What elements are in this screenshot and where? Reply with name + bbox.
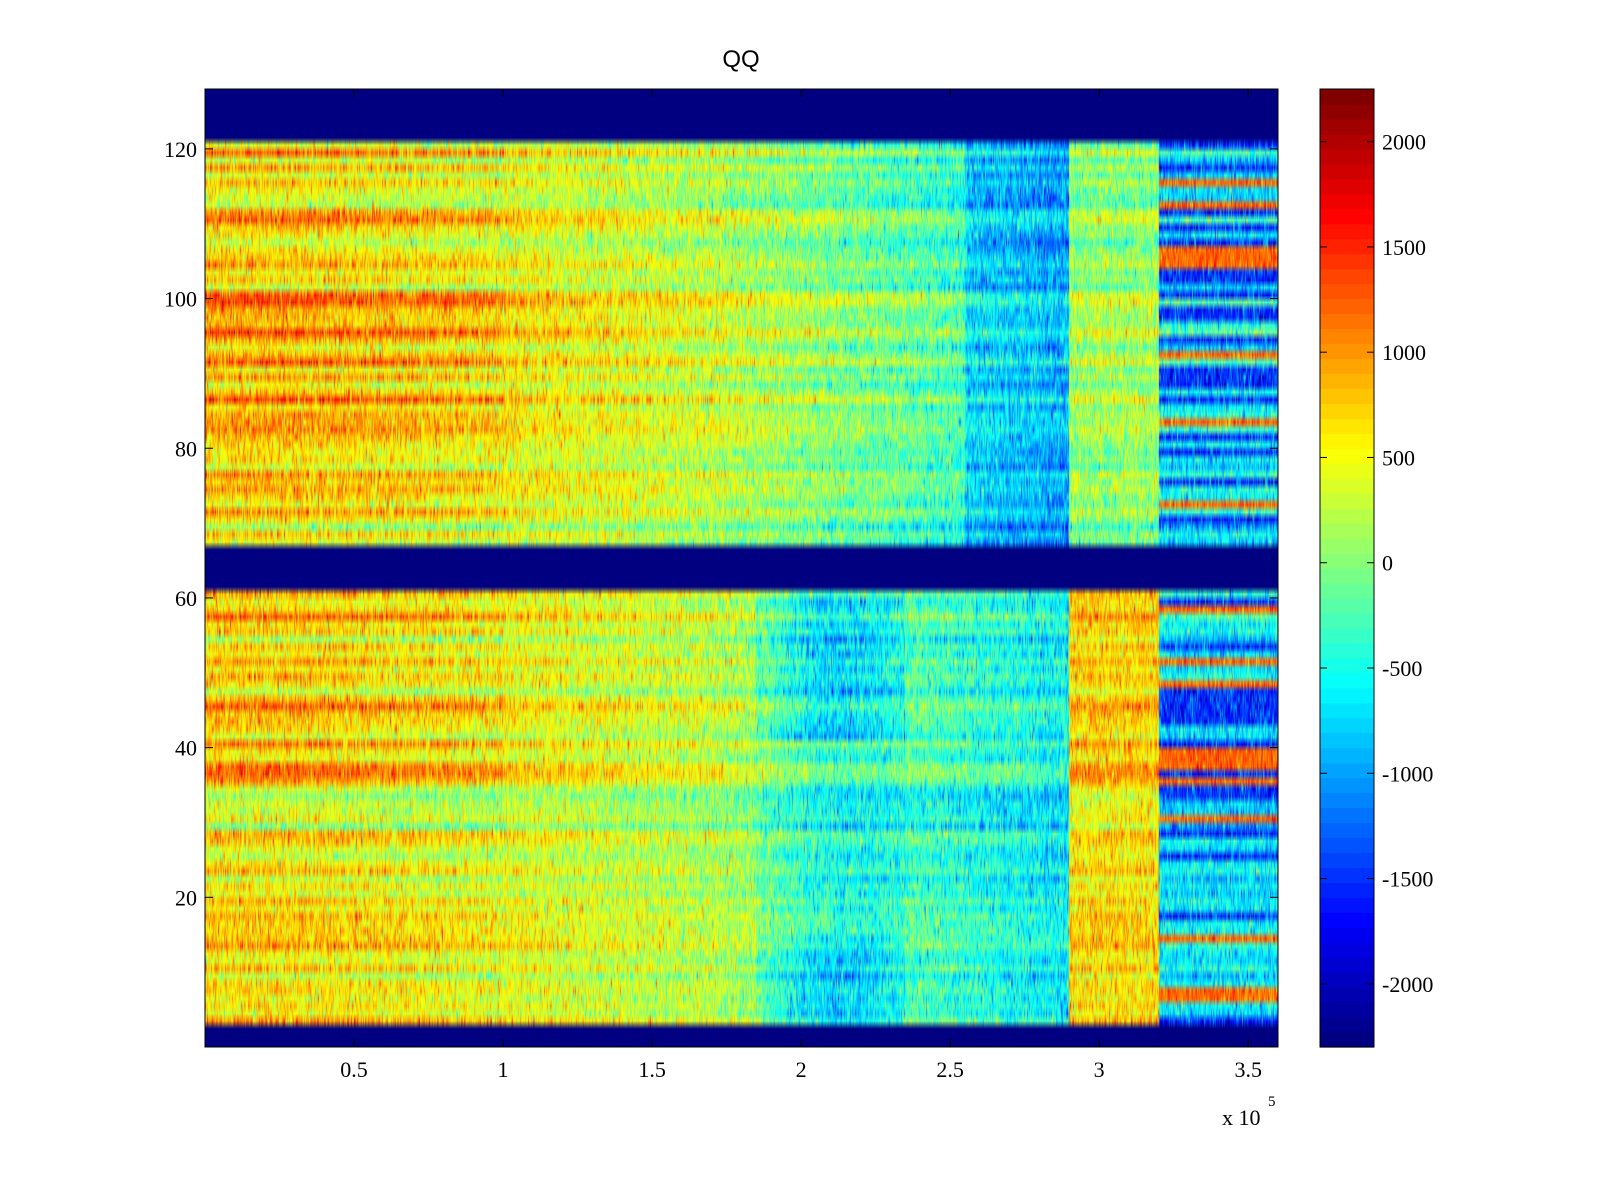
colorbar-swatch: [1320, 822, 1374, 839]
colorbar-swatch: [1320, 133, 1374, 150]
colorbar-swatch: [1320, 163, 1374, 180]
colorbar-swatch: [1320, 627, 1374, 644]
colorbar-swatch: [1320, 702, 1374, 719]
plot-frame: [204, 88, 1279, 1048]
colorbar-swatch: [1320, 762, 1374, 779]
y-tick-label: 80: [175, 436, 197, 461]
colorbar-swatch: [1320, 942, 1374, 958]
colorbar-swatch: [1320, 283, 1374, 300]
heatmap-image: [205, 89, 1278, 1047]
colorbar-tick-label: 1500: [1382, 235, 1426, 260]
colorbar-swatch: [1320, 927, 1374, 943]
x-axis: 0.5 1 1.5 2 2.5 3 3.5: [340, 89, 1262, 1082]
y-tick-label: 100: [164, 287, 197, 312]
x-tick-label: 1.5: [638, 1057, 666, 1082]
x-tick-label: 2: [796, 1057, 807, 1082]
x-tick-label: 3: [1094, 1057, 1105, 1082]
colorbar-swatch: [1320, 867, 1374, 883]
colorbar-swatch: [1320, 253, 1374, 270]
heatmap-plot: [205, 89, 1278, 1047]
colorbar-swatch: [1320, 717, 1374, 734]
colorbar-swatch: [1320, 837, 1374, 854]
colorbar-swatch: [1320, 957, 1374, 973]
colorbar-swatch: [1320, 657, 1374, 674]
colorbar-swatch: [1320, 987, 1374, 1003]
colorbar-swatch: [1320, 597, 1374, 614]
x-multiplier-exponent: 5: [1268, 1094, 1276, 1110]
colorbar-swatch: [1320, 418, 1374, 434]
x-tick-label: 1: [498, 1057, 509, 1082]
colorbar-swatch: [1320, 298, 1374, 315]
colorbar-swatch: [1320, 508, 1374, 524]
colorbar: [1320, 89, 1374, 1048]
colorbar-swatch: [1320, 448, 1374, 464]
colorbar-swatch: [1320, 223, 1374, 240]
colorbar-swatch: [1320, 642, 1374, 659]
colorbar-swatch: [1320, 268, 1374, 285]
colorbar-swatch: [1320, 208, 1374, 225]
colorbar-swatch: [1320, 178, 1374, 195]
colorbar-swatch: [1320, 523, 1374, 539]
colorbar-swatch: [1320, 313, 1374, 330]
colorbar-swatch: [1320, 403, 1374, 419]
y-axis: 20 40 60 80 100 120: [164, 137, 1278, 910]
colorbar-swatch: [1320, 538, 1374, 554]
chart-title: QQ: [722, 46, 759, 73]
colorbar-swatch: [1320, 807, 1374, 824]
colorbar-swatch: [1320, 343, 1374, 360]
colorbar-swatch: [1320, 568, 1374, 584]
colorbar-swatch: [1320, 493, 1374, 509]
colorbar-swatch: [1320, 852, 1374, 868]
colorbar-swatch: [1320, 388, 1374, 404]
x-axis-multiplier: x 10 5: [1222, 1094, 1276, 1130]
colorbar-swatch: [1320, 672, 1374, 689]
colorbar-tick-label: -2000: [1382, 972, 1433, 997]
colorbar-swatch: [1320, 582, 1374, 599]
colorbar-swatch: [1320, 373, 1374, 389]
colorbar-tick-label: -1500: [1382, 867, 1433, 892]
colorbar-swatch: [1320, 148, 1374, 165]
colorbar-swatch: [1320, 1002, 1374, 1018]
colorbar-swatch: [1320, 328, 1374, 345]
colorbar-tick-label: 2000: [1382, 130, 1426, 155]
x-tick-label: 2.5: [936, 1057, 964, 1082]
colorbar-tick-label: 500: [1382, 445, 1415, 470]
y-tick-label: 40: [175, 736, 197, 761]
colorbar-swatch: [1320, 1032, 1374, 1048]
colorbar-swatch: [1320, 792, 1374, 809]
colorbar-frame: [1319, 88, 1375, 1048]
colorbar-swatch: [1320, 193, 1374, 210]
y-tick-label: 60: [175, 586, 197, 611]
colorbar-swatch: [1320, 463, 1374, 479]
colorbar-swatch: [1320, 882, 1374, 898]
y-tick-label: 120: [164, 137, 197, 162]
colorbar-ticks: 2000 1500 1000 500 0 -500 -1000 -1500 -2000: [1320, 130, 1433, 997]
colorbar-swatch: [1320, 897, 1374, 913]
colorbar-swatch: [1320, 612, 1374, 629]
colorbar-tick-label: -1000: [1382, 761, 1433, 786]
x-tick-label: 0.5: [340, 1057, 368, 1082]
colorbar-swatch: [1320, 118, 1374, 135]
colorbar-swatch: [1320, 478, 1374, 494]
colorbar-swatch: [1320, 238, 1374, 255]
colorbar-swatch: [1320, 777, 1374, 794]
colorbar-tick-label: -500: [1382, 656, 1422, 681]
colorbar-swatch: [1320, 103, 1374, 120]
colorbar-swatch: [1320, 912, 1374, 928]
colorbar-swatch: [1320, 553, 1374, 569]
x-multiplier-base: x 10: [1222, 1105, 1261, 1130]
x-tick-label: 3.5: [1234, 1057, 1262, 1082]
colorbar-swatch: [1320, 747, 1374, 764]
colorbar-swatch: [1320, 358, 1374, 375]
colorbar-swatch: [1320, 687, 1374, 704]
colorbar-swatch: [1320, 89, 1374, 105]
colorbar-tick-label: 0: [1382, 551, 1393, 576]
y-tick-label: 20: [175, 885, 197, 910]
colorbar-swatch: [1320, 1017, 1374, 1033]
colorbar-swatch: [1320, 433, 1374, 449]
colorbar-tick-label: 1000: [1382, 340, 1426, 365]
colorbar-swatch: [1320, 972, 1374, 988]
colorbar-swatch: [1320, 732, 1374, 749]
